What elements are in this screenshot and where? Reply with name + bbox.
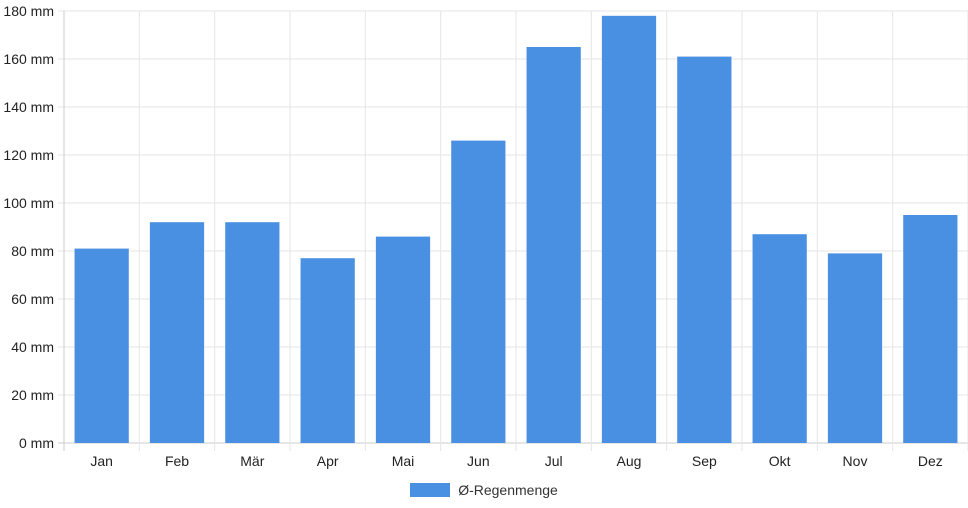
y-tick-label: 40 mm: [11, 339, 54, 355]
grid-lines: [58, 10, 968, 451]
x-tick-label: Dez: [918, 453, 943, 469]
x-tick-label: Mai: [392, 453, 415, 469]
y-tick-label: 100 mm: [3, 195, 54, 211]
bar-series: [74, 15, 958, 444]
bar[interactable]: [375, 236, 431, 443]
bar[interactable]: [526, 47, 581, 443]
x-tick-label: Aug: [617, 453, 642, 469]
bar[interactable]: [74, 248, 129, 443]
y-tick-label: 140 mm: [3, 99, 54, 115]
bar[interactable]: [601, 15, 657, 444]
bar[interactable]: [225, 222, 280, 443]
bar[interactable]: [903, 215, 958, 443]
bar[interactable]: [827, 253, 883, 443]
legend[interactable]: Ø-Regenmenge: [0, 480, 968, 500]
legend-label: Ø-Regenmenge: [458, 482, 558, 498]
y-tick-label: 0 mm: [19, 435, 54, 451]
bar[interactable]: [300, 258, 355, 443]
bar[interactable]: [451, 140, 506, 443]
x-tick-label: Apr: [317, 453, 339, 469]
y-axis-ticks: 0 mm 20 mm 40 mm 60 mm 80 mm 100 mm 120 mm 140 …: [3, 3, 54, 451]
legend-swatch: [410, 483, 451, 497]
x-tick-label: Feb: [165, 453, 189, 469]
rainfall-bar-chart: 0 mm 20 mm 40 mm 60 mm 80 mm 100 mm 120 mm 140 …: [3, 3, 968, 469]
y-tick-label: 80 mm: [11, 243, 54, 259]
y-tick-label: 20 mm: [11, 387, 54, 403]
x-tick-label: Mär: [240, 453, 264, 469]
x-axis-ticks: Jan Feb Mär Apr Mai Jun Jul Aug Sep Okt Nov Dez: [90, 453, 942, 469]
x-tick-label: Sep: [692, 453, 717, 469]
x-tick-label: Jun: [467, 453, 490, 469]
x-tick-label: Jan: [90, 453, 113, 469]
x-tick-label: Nov: [843, 453, 868, 469]
bar[interactable]: [677, 56, 732, 443]
y-tick-label: 120 mm: [3, 147, 54, 163]
x-tick-label: Okt: [769, 453, 791, 469]
bar[interactable]: [752, 234, 807, 443]
y-tick-label: 160 mm: [3, 51, 54, 67]
y-tick-label: 180 mm: [3, 3, 54, 19]
y-tick-label: 60 mm: [11, 291, 54, 307]
x-tick-label: Jul: [545, 453, 563, 469]
bar[interactable]: [149, 222, 205, 443]
